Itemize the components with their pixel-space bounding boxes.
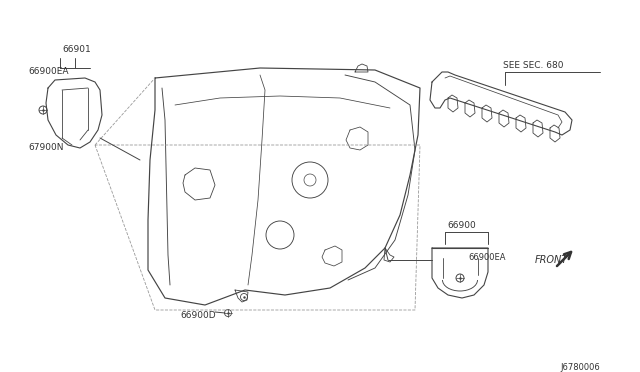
Text: 66900EA: 66900EA bbox=[468, 253, 506, 263]
Text: J6780006: J6780006 bbox=[560, 362, 600, 372]
Text: FRONT: FRONT bbox=[535, 255, 568, 265]
Text: 67900N: 67900N bbox=[28, 144, 63, 153]
Text: SEE SEC. 680: SEE SEC. 680 bbox=[503, 61, 563, 70]
Text: 66900EA: 66900EA bbox=[28, 67, 68, 77]
Text: 66900D: 66900D bbox=[180, 311, 216, 321]
Text: 66901: 66901 bbox=[62, 45, 91, 55]
Text: 66900: 66900 bbox=[447, 221, 476, 230]
